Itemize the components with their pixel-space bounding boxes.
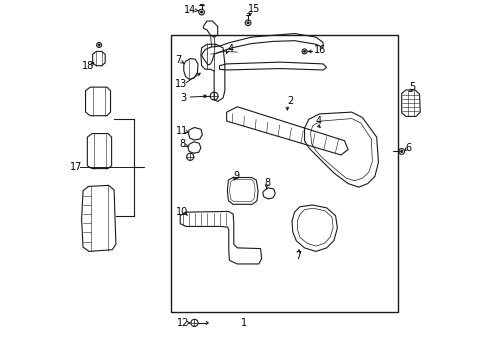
Text: 14: 14 [183, 5, 196, 15]
Text: 2: 2 [287, 96, 293, 107]
Bar [171, 35, 397, 312]
Text: 10: 10 [176, 207, 188, 217]
Text: 18: 18 [82, 62, 94, 71]
Text: 17: 17 [70, 162, 82, 172]
Text: 8: 8 [264, 178, 270, 188]
Text: 11: 11 [175, 126, 187, 136]
Circle shape [98, 44, 100, 46]
Text: 3: 3 [180, 93, 186, 103]
Text: 15: 15 [247, 4, 260, 14]
Text: 5: 5 [408, 82, 414, 92]
Text: 1: 1 [241, 318, 247, 328]
Text: 9: 9 [233, 171, 239, 181]
Text: 13: 13 [175, 78, 187, 89]
Circle shape [303, 51, 305, 52]
Text: 7: 7 [295, 251, 301, 261]
Circle shape [247, 22, 248, 24]
Text: 8: 8 [179, 139, 185, 149]
Text: 12: 12 [176, 318, 189, 328]
Text: 6: 6 [405, 143, 410, 153]
Text: 16: 16 [313, 45, 326, 55]
Text: 4: 4 [315, 116, 322, 126]
Circle shape [400, 150, 402, 152]
Text: 7: 7 [175, 55, 181, 65]
Text: 4: 4 [227, 44, 233, 54]
Circle shape [201, 11, 202, 13]
